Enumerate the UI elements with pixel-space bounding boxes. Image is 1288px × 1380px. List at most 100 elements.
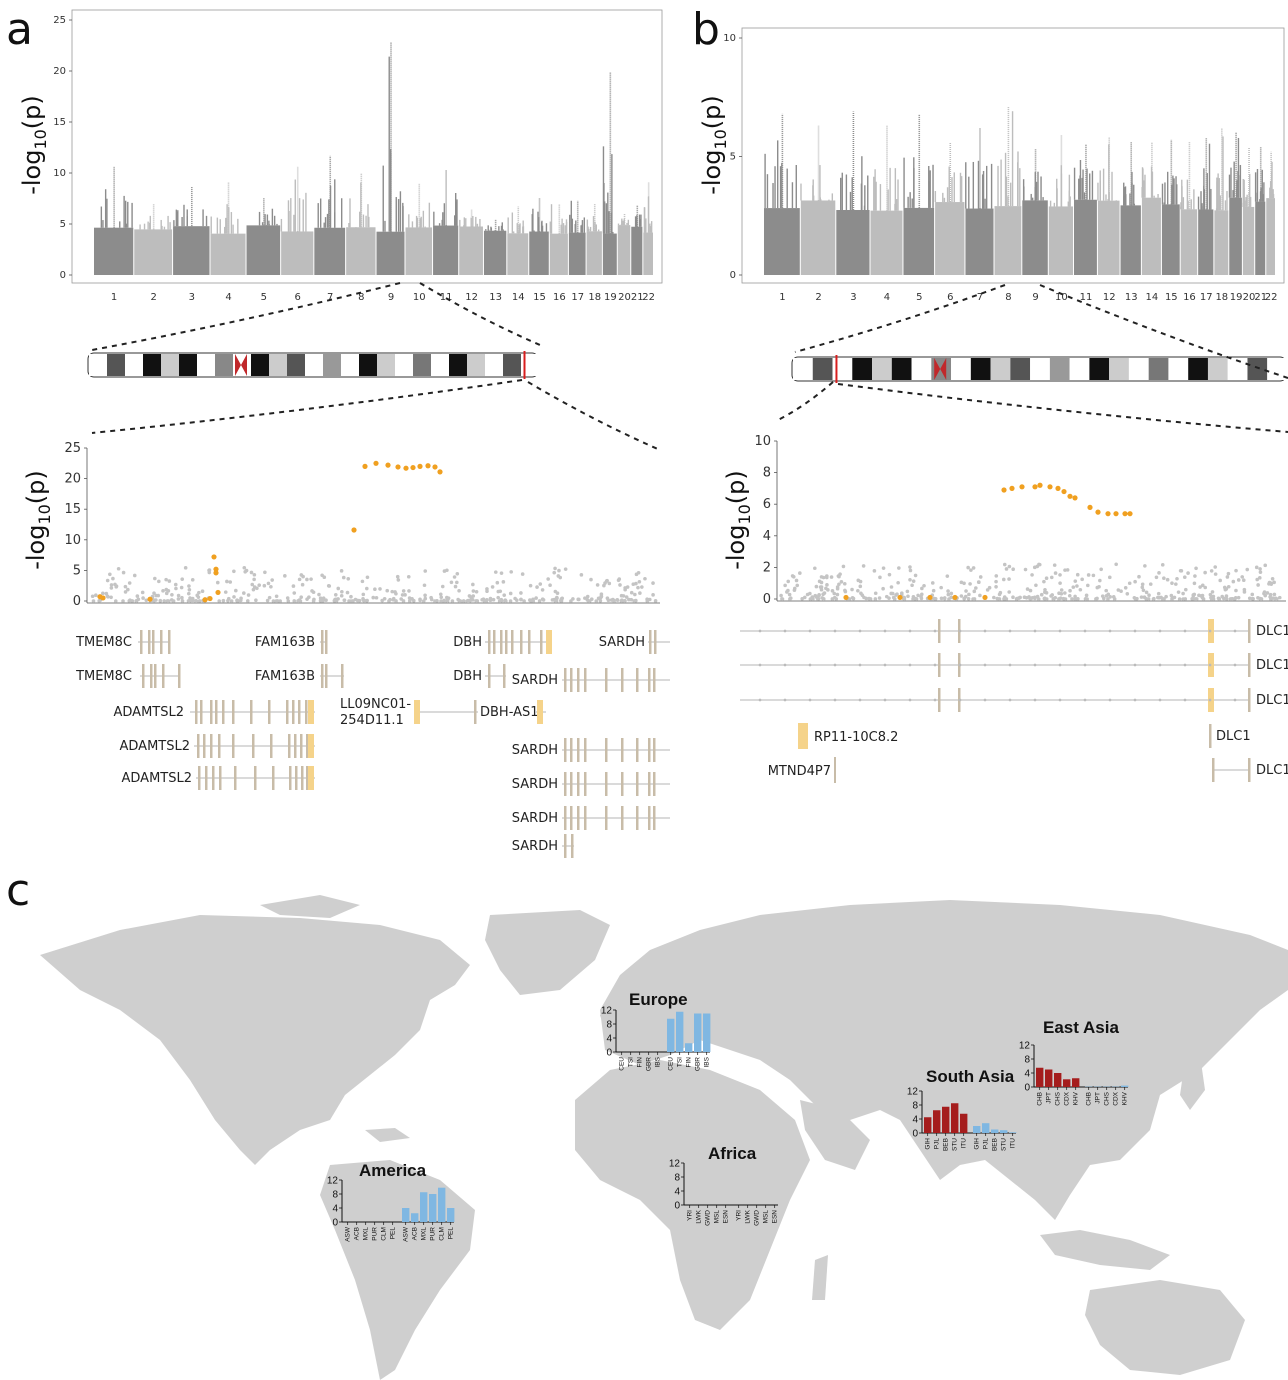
snp-point bbox=[252, 572, 257, 577]
ideogram-band bbox=[125, 354, 143, 376]
snp-point bbox=[1075, 584, 1079, 588]
snp-point bbox=[174, 586, 178, 591]
snp-point bbox=[1263, 563, 1268, 568]
gene-label: SARDH bbox=[512, 839, 558, 854]
snp-point bbox=[786, 588, 790, 593]
category-label: PUR bbox=[430, 1227, 437, 1241]
exon bbox=[528, 630, 531, 654]
snp-point bbox=[814, 584, 819, 589]
snp-point bbox=[333, 592, 338, 597]
snp-point bbox=[274, 599, 279, 603]
snp-point bbox=[373, 587, 377, 592]
snp-point bbox=[994, 574, 999, 578]
lead-snp-point bbox=[927, 594, 933, 601]
snp-point bbox=[829, 575, 834, 579]
y-axis-label-tail: (p) bbox=[722, 470, 750, 504]
y-axis-label: -log10(p) bbox=[22, 470, 54, 570]
snp-point bbox=[815, 597, 820, 601]
snp-point bbox=[1236, 578, 1241, 582]
exon bbox=[1248, 619, 1251, 643]
category-label: PJL bbox=[983, 1138, 990, 1150]
snp-point bbox=[589, 577, 593, 582]
intron-marker bbox=[1033, 663, 1037, 667]
ideogram-band bbox=[377, 354, 395, 376]
utr-exon bbox=[537, 700, 543, 724]
snp-point bbox=[300, 582, 305, 587]
chromosome-snp-band bbox=[631, 226, 643, 275]
exon bbox=[636, 668, 639, 692]
ideogram-band bbox=[911, 358, 932, 380]
landmass bbox=[800, 1100, 870, 1170]
lead-snp-point bbox=[1105, 511, 1111, 517]
snp-point bbox=[571, 597, 575, 601]
snp-point bbox=[1274, 597, 1278, 601]
snp-point bbox=[134, 598, 139, 603]
lead-snp-point bbox=[403, 465, 409, 471]
snp-point bbox=[1269, 582, 1274, 586]
snp-point bbox=[538, 582, 543, 586]
y-tick-label: 8 bbox=[912, 1101, 918, 1112]
exon bbox=[321, 664, 324, 688]
snp-point bbox=[1086, 573, 1091, 577]
snp-point bbox=[318, 596, 323, 600]
snp-point bbox=[1063, 591, 1067, 595]
category-label: CLM bbox=[439, 1227, 446, 1241]
snp-point bbox=[946, 592, 951, 597]
snp-point bbox=[557, 568, 561, 573]
snp-point bbox=[1042, 579, 1046, 584]
exon bbox=[272, 766, 275, 790]
snp-point bbox=[932, 596, 937, 601]
snp-point bbox=[913, 573, 918, 578]
snp-point bbox=[394, 599, 398, 603]
chromosome-snp-band bbox=[586, 231, 602, 275]
snp-point bbox=[1162, 576, 1166, 581]
exon bbox=[1248, 758, 1251, 782]
snp-point bbox=[528, 583, 533, 588]
lead-snp-point bbox=[982, 594, 988, 601]
y-tick-label: 25 bbox=[53, 15, 66, 26]
landmass bbox=[1040, 1230, 1170, 1270]
snp-point bbox=[1258, 567, 1262, 571]
intron-marker bbox=[983, 629, 987, 633]
lead-snp-point bbox=[100, 595, 106, 601]
landmass bbox=[575, 1060, 810, 1330]
snp-point bbox=[365, 586, 369, 591]
exon bbox=[254, 766, 257, 790]
snp-point bbox=[189, 598, 194, 603]
gene-label: SARDH bbox=[512, 673, 558, 688]
snp-point bbox=[362, 599, 367, 603]
snp-point bbox=[858, 579, 863, 584]
lead-snp-point bbox=[373, 460, 379, 466]
snp-point bbox=[1039, 592, 1044, 597]
gene-label: SARDH bbox=[599, 635, 645, 650]
intron-marker bbox=[1033, 629, 1037, 633]
snp-point bbox=[585, 594, 590, 599]
exon bbox=[268, 700, 271, 724]
snp-point bbox=[1116, 588, 1121, 592]
exon bbox=[152, 630, 155, 654]
snp-point bbox=[183, 566, 188, 570]
snp-point bbox=[803, 595, 807, 600]
exon bbox=[938, 619, 941, 643]
snp-point bbox=[1044, 597, 1049, 601]
y-tick-label: 12 bbox=[1019, 1041, 1031, 1052]
category-label: FIN bbox=[686, 1057, 693, 1068]
snp-point bbox=[872, 569, 877, 573]
snp-point bbox=[270, 578, 274, 582]
snp-point bbox=[360, 579, 365, 584]
snp-point bbox=[501, 580, 506, 584]
intron-marker bbox=[908, 698, 912, 702]
category-label: IBS bbox=[655, 1056, 662, 1067]
lead-snp-point bbox=[211, 554, 217, 560]
snp-point bbox=[966, 565, 970, 570]
gene-label: SARDH bbox=[512, 743, 558, 758]
ideogram-band bbox=[990, 358, 1011, 380]
snp-point bbox=[916, 593, 920, 598]
category-label: ITU bbox=[1010, 1138, 1017, 1149]
snp-point bbox=[1240, 575, 1245, 579]
snp-point bbox=[873, 591, 878, 596]
snp-point bbox=[841, 564, 846, 569]
snp-point bbox=[819, 575, 824, 579]
intron-marker bbox=[833, 698, 837, 702]
